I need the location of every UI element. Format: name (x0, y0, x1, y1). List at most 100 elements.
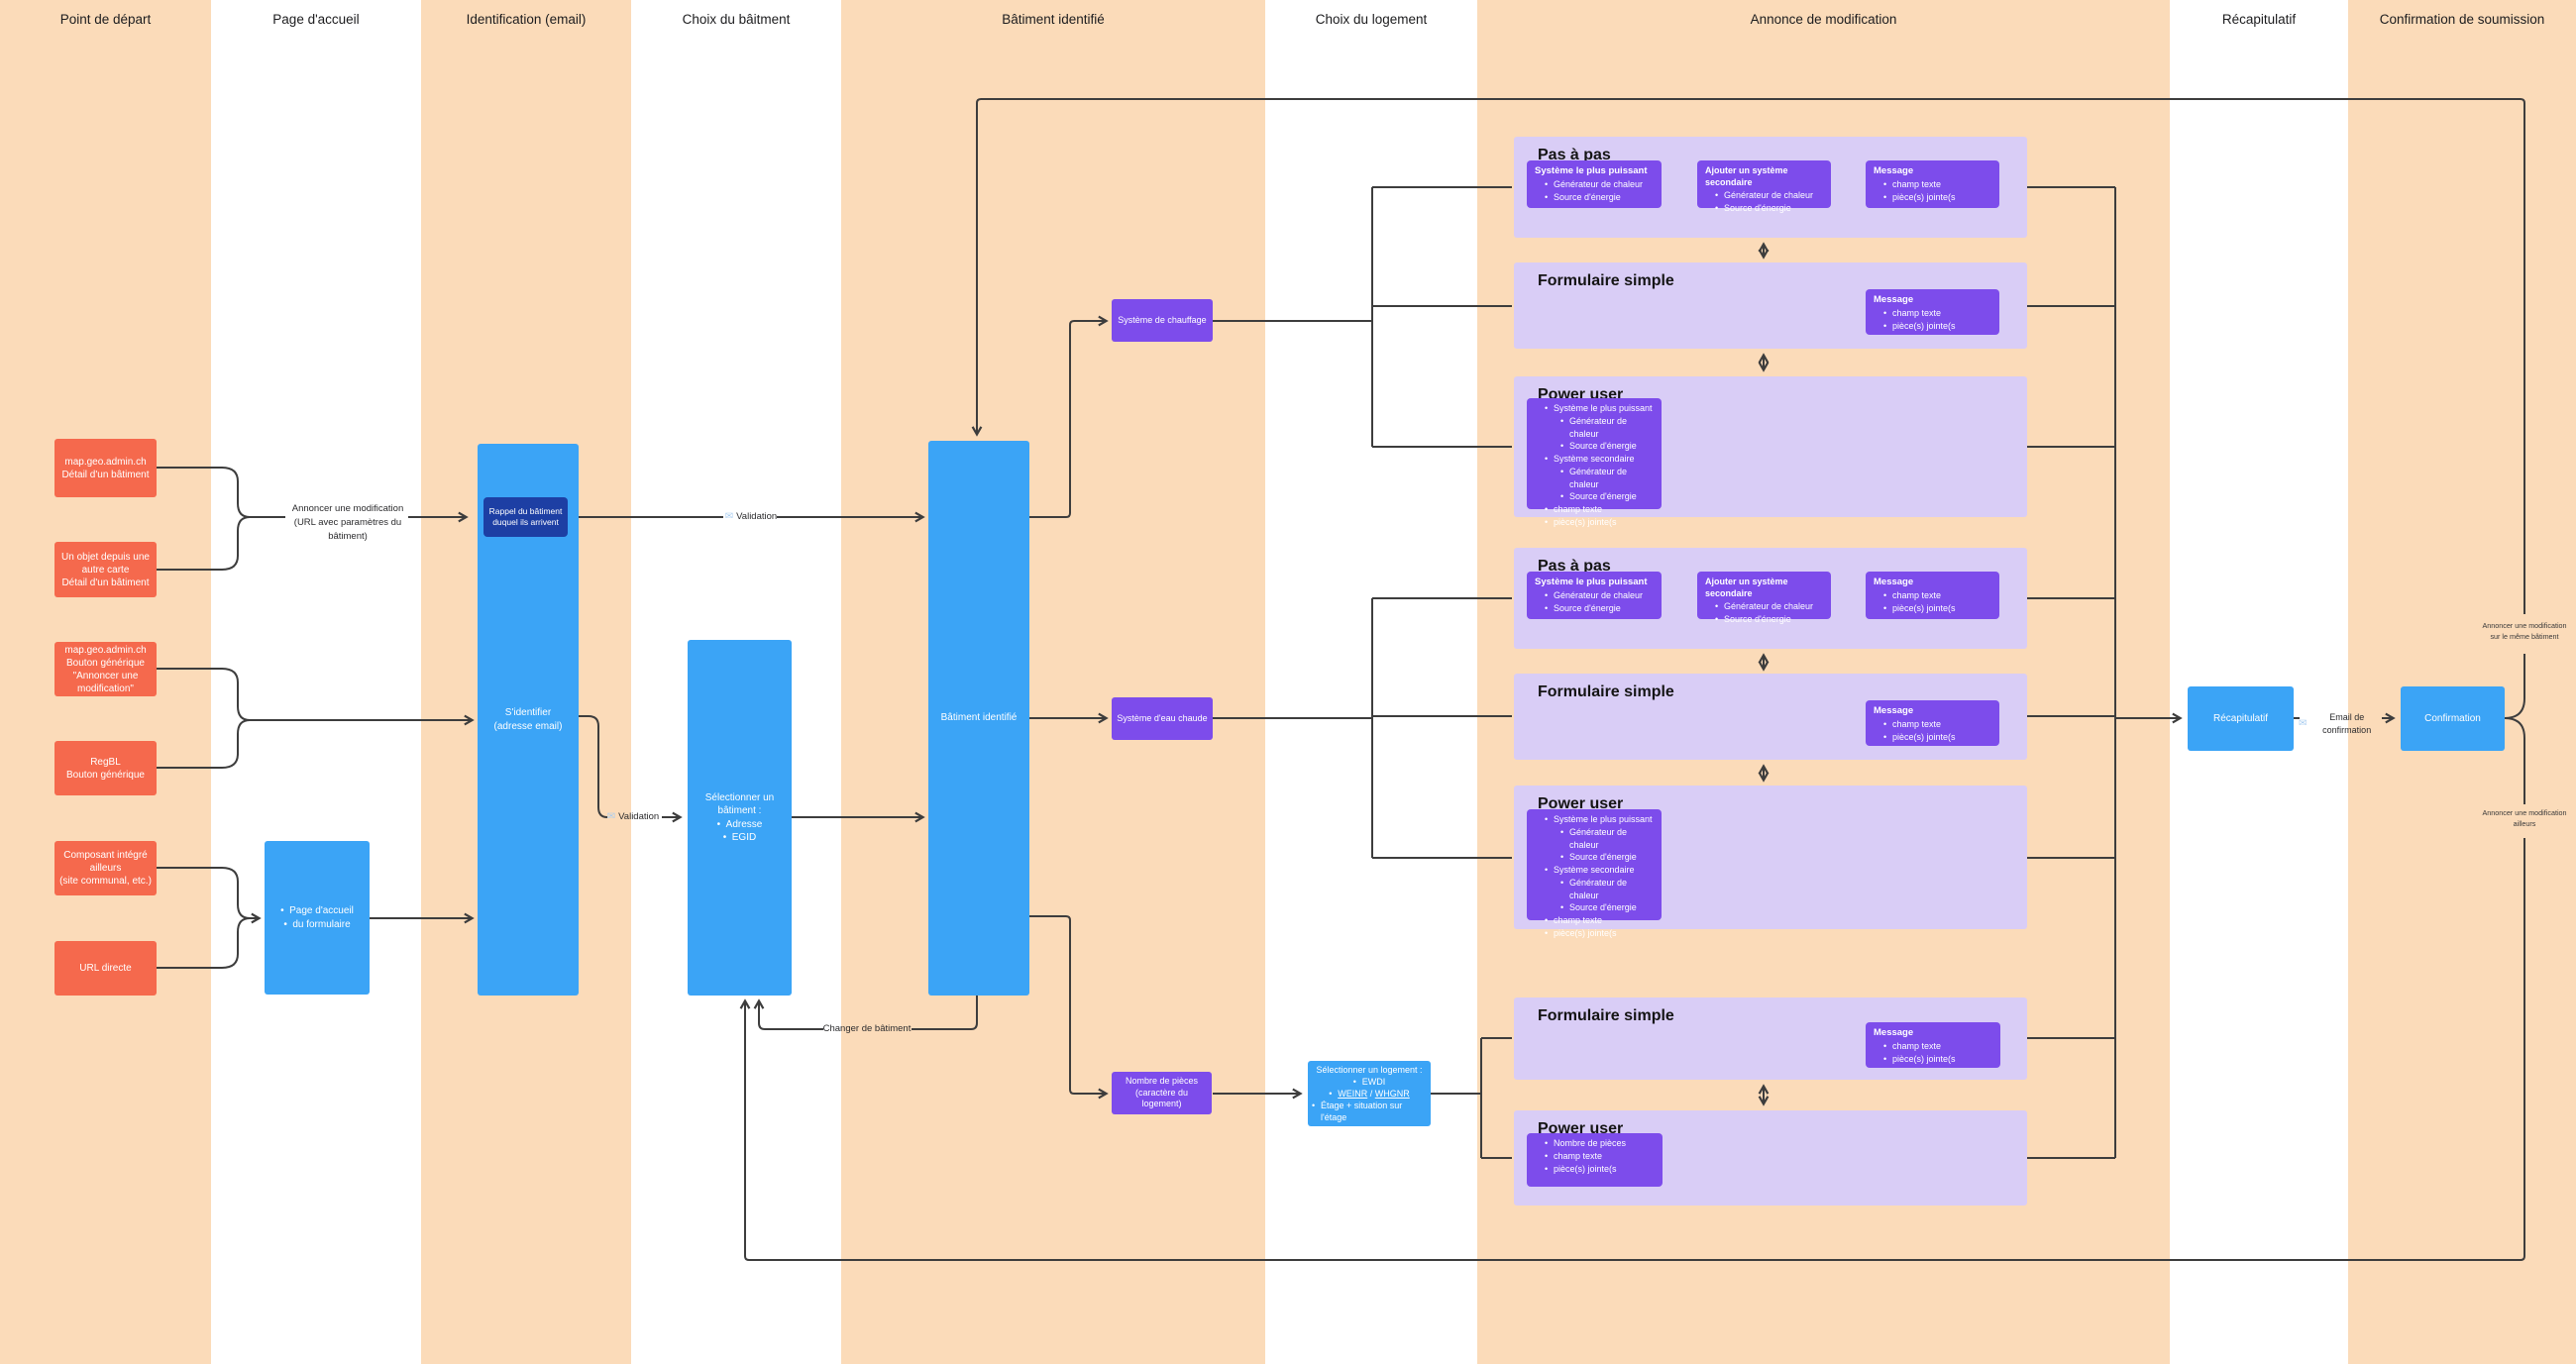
step-message[interactable]: Message champ texte pièce(s) jointe(s (1866, 572, 1999, 619)
container-formulaire-chauffage[interactable]: Formulaire simple Message champ texte pi… (1514, 262, 2027, 349)
column-header: Confirmation de soumission (2379, 12, 2545, 27)
column-header: Choix du bâitment (682, 12, 791, 27)
heating-system-node[interactable]: Système de chauffage (1112, 299, 1213, 342)
container-title: Power user (1538, 1120, 1624, 1137)
node-text: du formulaire (283, 918, 350, 932)
node-text: modification" (77, 682, 134, 694)
node-text: Composant intégré ailleurs (63, 850, 148, 874)
node-text: Détail d'un bâtiment (61, 469, 150, 480)
node-text: Sélectionner un logement : (1316, 1064, 1423, 1075)
edge-label-email-confirmation: ✉ Email de confirmation (2299, 712, 2372, 736)
node-text: map.geo.admin.ch (64, 456, 147, 468)
start-connectors (157, 467, 475, 969)
start-node-other-map[interactable]: Un objet depuis une autre carte Détail d… (54, 542, 157, 597)
step-main-system[interactable]: Système le plus puissant Générateur de c… (1527, 572, 1662, 619)
node-text: EGID (723, 831, 756, 845)
batiment-branch-connectors (1029, 186, 1512, 1159)
confirmation-node[interactable]: Confirmation (2401, 686, 2505, 751)
link-text[interactable]: WEINR (1338, 1088, 1368, 1099)
recap-node[interactable]: Récapitulatif (2188, 686, 2294, 751)
container-formulaire-eau-chaude[interactable]: Formulaire simple Message champ texte pi… (1514, 674, 2027, 760)
node-text: Système de chauffage (1118, 314, 1207, 325)
node-text: Rappel du bâtiment (488, 505, 563, 516)
form-message[interactable]: Message champ texte pièce(s) jointe(s (1866, 1022, 2000, 1068)
step-secondary-system[interactable]: Ajouter un système secondaire Générateur… (1697, 572, 1831, 626)
container-title: Pas à pas (1538, 558, 1611, 575)
loop-connectors (739, 98, 2525, 1261)
container-power-user-chauffage[interactable]: Power user Système le plus puissant Géné… (1514, 376, 2027, 528)
node-text: Adresse (717, 818, 763, 832)
column-header: Identification (email) (466, 12, 587, 27)
step-main-system[interactable]: Système le plus puissant Générateur de c… (1527, 160, 1662, 208)
step-secondary-system[interactable]: Ajouter un système secondaire Générateur… (1697, 160, 1831, 215)
step-message[interactable]: Message champ texte pièce(s) jointe(s (1866, 160, 1999, 208)
link-text[interactable]: WHGNR (1374, 1088, 1410, 1099)
container-power-user-logement[interactable]: Power user Nombre de pièces champ texte … (1514, 1110, 2027, 1206)
node-text: Détail d'un bâtiment (61, 577, 150, 588)
start-node-component[interactable]: Composant intégré ailleurs (site communa… (54, 841, 157, 895)
container-title: Formulaire simple (1538, 272, 1674, 289)
column-band-confirmation: Confirmation de soumission (2348, 0, 2576, 1364)
building-reminder-node[interactable]: Rappel du bâtiment duquel ils arrivent (483, 497, 568, 537)
node-text: Page d'accueil (280, 904, 354, 918)
node-text: (caractère du logement) (1134, 1087, 1189, 1109)
building-identified-node[interactable]: Bâtiment identifié (928, 441, 1029, 996)
identification-connectors (568, 511, 925, 823)
power-user-fields[interactable]: Nombre de pièces champ texte pièce(s) jo… (1527, 1133, 1663, 1187)
node-text: Bâtiment identifié (940, 712, 1018, 724)
container-formulaire-logement[interactable]: Formulaire simple Message champ texte pi… (1514, 997, 2027, 1080)
container-title: Formulaire simple (1538, 1007, 1674, 1024)
column-band-page-accueil: Page d'accueil (211, 0, 421, 1364)
form-message[interactable]: Message champ texte pièce(s) jointe(s (1866, 700, 1999, 746)
node-text: Confirmation (2424, 712, 2481, 724)
column-header: Bâtiment identifié (1002, 12, 1105, 27)
start-node-regbl[interactable]: RegBL Bouton générique (54, 741, 157, 795)
node-text: Bouton générique (66, 769, 145, 781)
column-header: Récapitulatif (2221, 12, 2297, 27)
container-pas-a-pas-eau-chaude[interactable]: Pas à pas Système le plus puissant Génér… (1514, 548, 2027, 649)
container-title: Pas à pas (1538, 147, 1611, 163)
room-count-node[interactable]: Nombre de pièces (caractère du logement) (1112, 1072, 1212, 1114)
mail-icon: ✉ (2299, 717, 2308, 729)
edge-label-announce-url: Annoncer une modification (URL avec para… (291, 503, 404, 542)
select-building-node[interactable]: Sélectionner un bâtiment : Adresse EGID (688, 640, 792, 996)
column-header: Page d'accueil (272, 12, 360, 27)
node-text: duquel ils arrivent (492, 517, 559, 527)
power-user-fields[interactable]: Système le plus puissant Générateur de c… (1527, 809, 1662, 939)
column-band-recapitulatif: Récapitulatif (2170, 0, 2348, 1364)
column-header: Point de départ (59, 12, 152, 27)
edge-label-same-building: Annoncer une modification sur le même bâ… (2482, 621, 2567, 641)
edge-label-validation-2: ✉ Validation (604, 810, 662, 825)
node-text: EWDI (1353, 1076, 1386, 1088)
start-node-map-detail[interactable]: map.geo.admin.ch Détail d'un bâtiment (54, 439, 157, 497)
node-text: bâtiment : (717, 805, 762, 816)
power-user-fields[interactable]: Système le plus puissant Générateur de c… (1527, 398, 1662, 528)
node-text: (site communal, etc.) (59, 876, 152, 887)
home-page-node[interactable]: Page d'accueil du formulaire (265, 841, 370, 995)
node-text: URL directe (79, 963, 132, 974)
form-message[interactable]: Message champ texte pièce(s) jointe(s (1866, 289, 1999, 335)
edge-label-elsewhere: Annoncer une modification ailleurs (2482, 808, 2567, 828)
container-title: Formulaire simple (1538, 683, 1674, 700)
node-text: Nombre de pièces (1125, 1075, 1199, 1086)
container-title: Power user (1538, 795, 1624, 812)
container-power-user-eau-chaude[interactable]: Power user Système le plus puissant Géné… (1514, 786, 2027, 939)
mail-icon: ✉ (606, 811, 616, 822)
select-dwelling-node[interactable]: Sélectionner un logement : EWDI WEINR / … (1308, 1061, 1431, 1126)
node-text: "Annoncer une (72, 670, 139, 682)
column-band-batiment-identifie: Bâtiment identifié (841, 0, 1265, 1364)
node-text: (adresse email) (493, 720, 563, 732)
hot-water-node[interactable]: Système d'eau chaude (1112, 697, 1213, 740)
mail-icon: ✉ (724, 511, 734, 522)
start-node-map-button[interactable]: map.geo.admin.ch Bouton générique "Annon… (54, 642, 157, 696)
node-text: Étage + situation sur l'étage (1312, 1100, 1427, 1123)
node-text: Un objet depuis une autre carte (61, 551, 150, 576)
edge-label-validation-1: ✉ Validation (723, 510, 779, 525)
node-text: Récapitulatif (2212, 712, 2269, 724)
container-pas-a-pas-chauffage[interactable]: Pas à pas Système le plus puissant Génér… (1514, 137, 2027, 238)
start-node-url[interactable]: URL directe (54, 941, 157, 996)
edge-label-changer-batiment: Changer de bâtiment (822, 1023, 912, 1034)
node-text: Bouton générique (66, 657, 145, 669)
